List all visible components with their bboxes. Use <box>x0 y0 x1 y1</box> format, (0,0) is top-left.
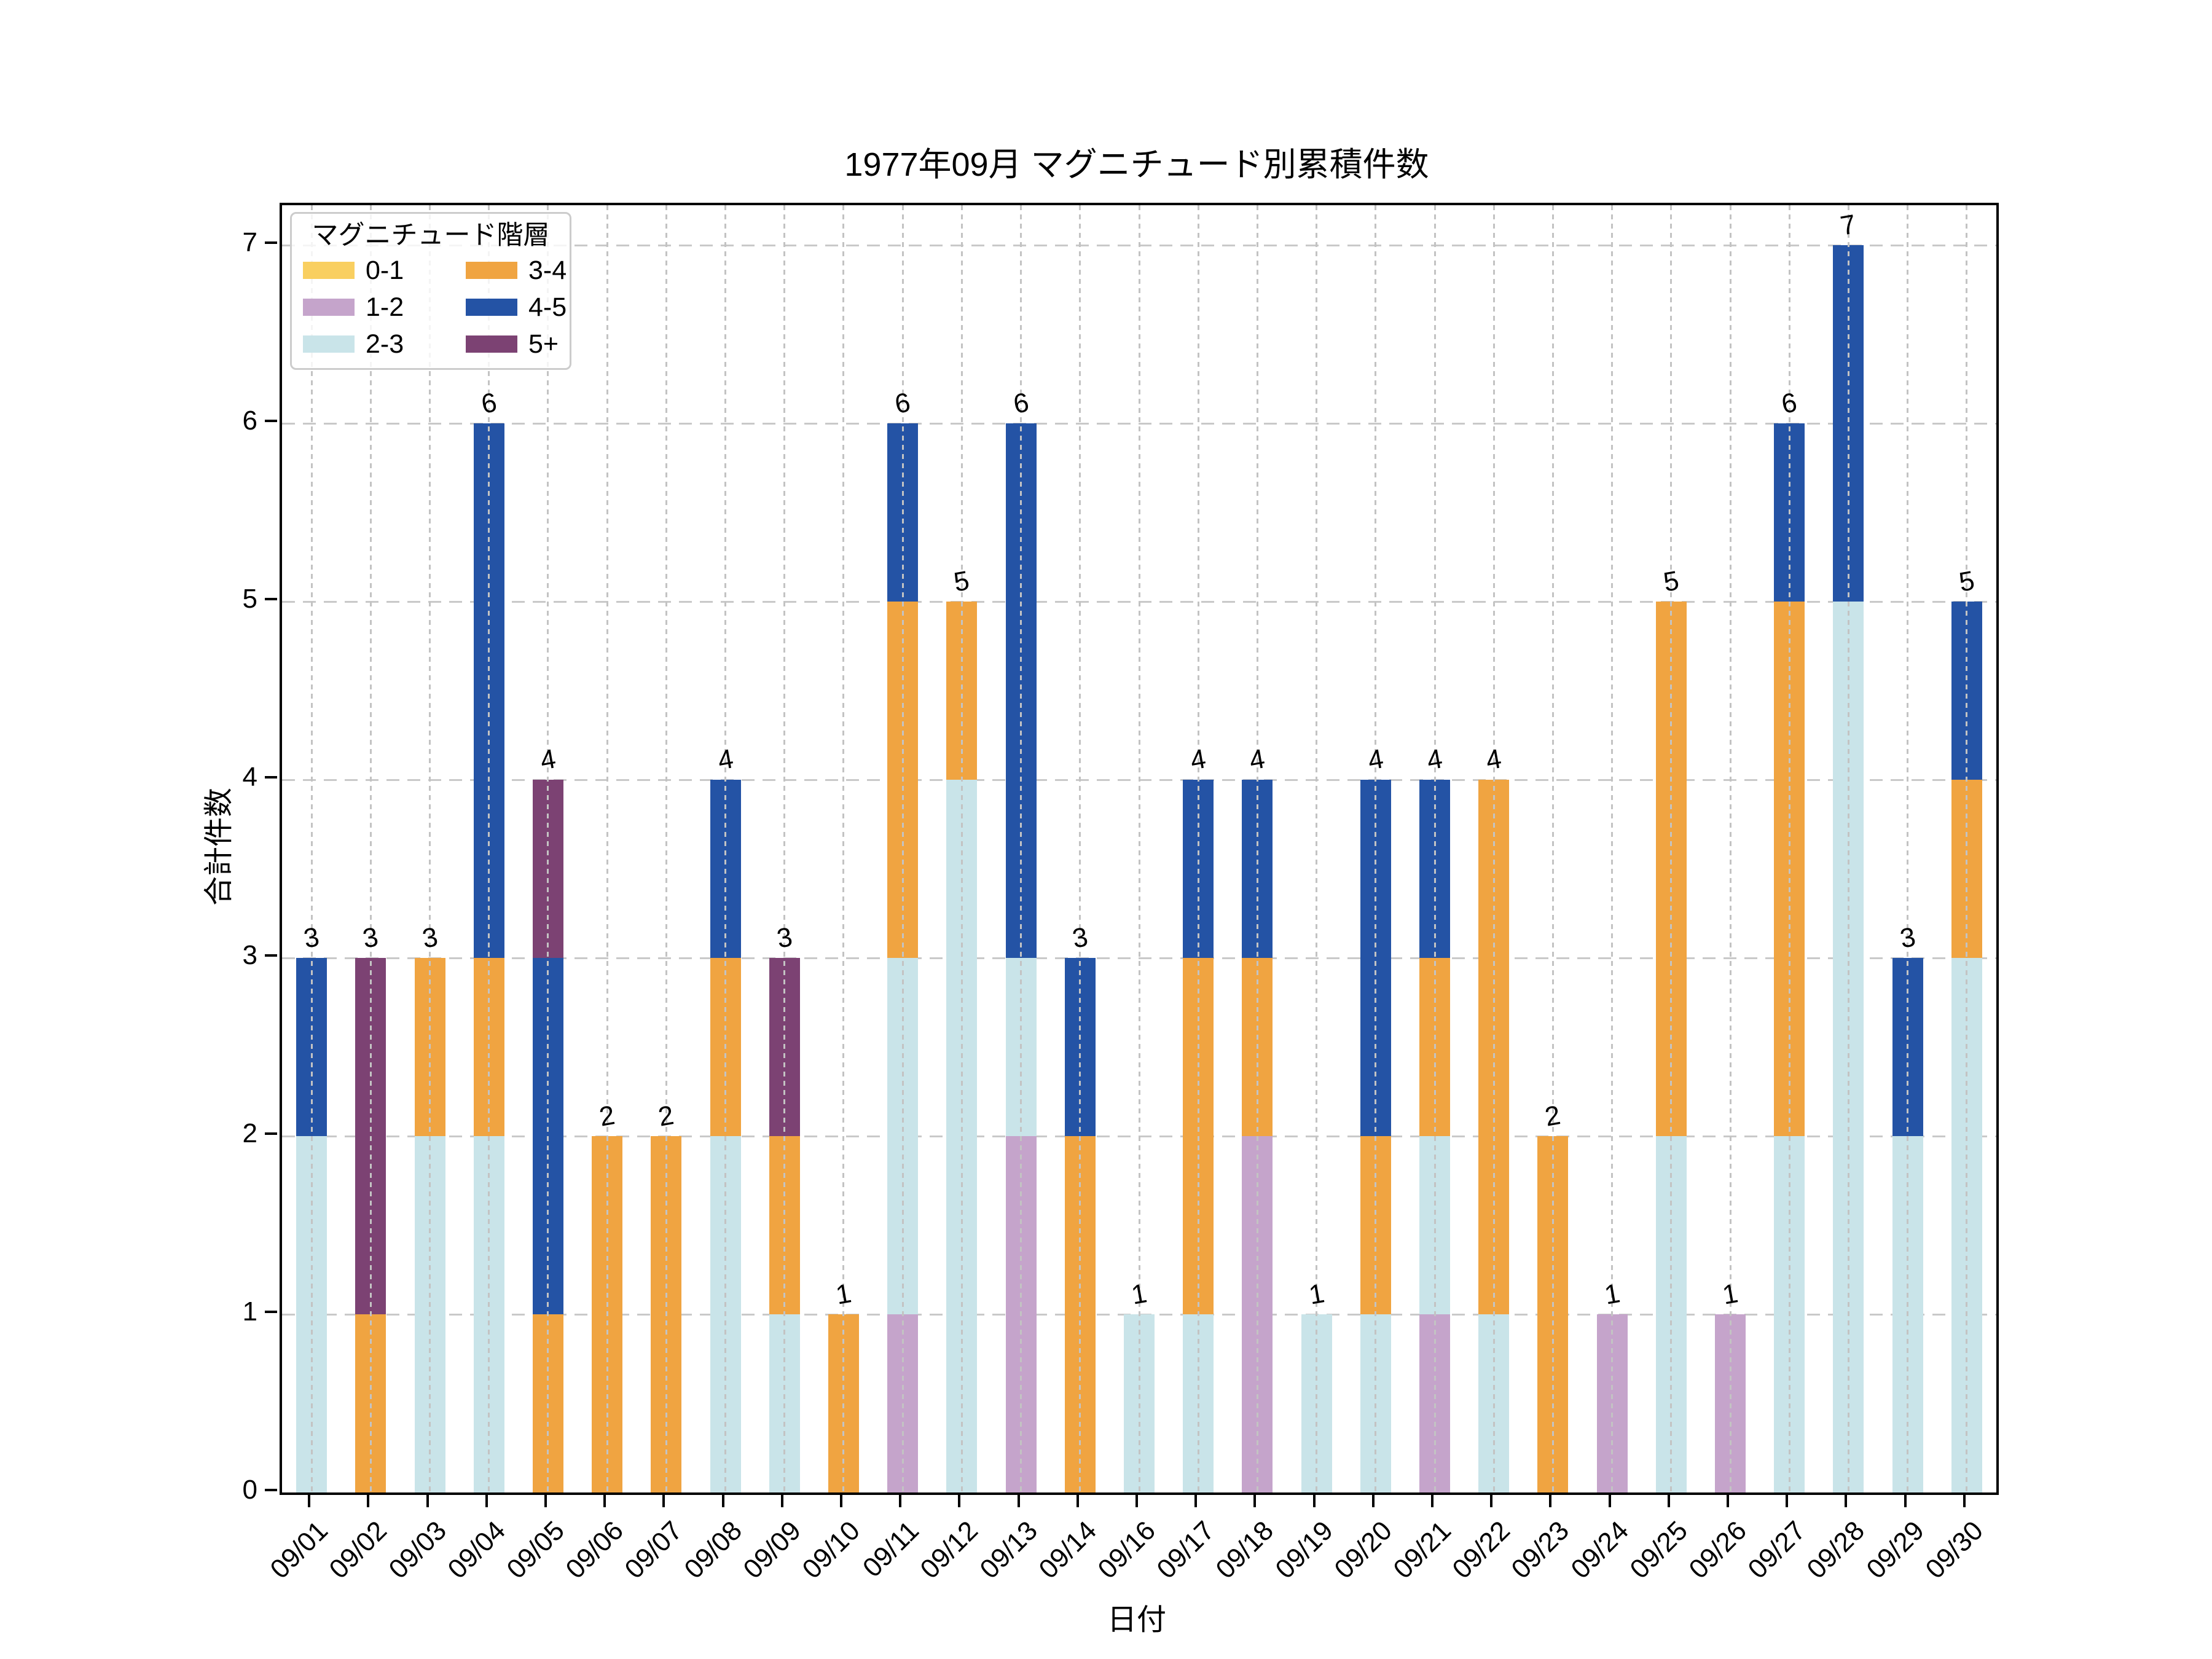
x-tick-mark <box>1076 1495 1079 1507</box>
legend: マグニチュード階層 0-1 1-2 2-3 3-4 4-5 5+ <box>290 212 571 370</box>
x-tick-mark <box>662 1495 665 1507</box>
x-gridline <box>488 205 490 1492</box>
x-gridline <box>1079 205 1081 1492</box>
legend-label-4-5: 4-5 <box>528 292 567 322</box>
x-tick-mark <box>1371 1495 1375 1507</box>
x-gridline <box>1492 205 1495 1492</box>
x-tick-mark <box>1608 1495 1611 1507</box>
x-gridline <box>1375 205 1377 1492</box>
legend-swatch-2-3 <box>303 335 355 353</box>
legend-label-0-1: 0-1 <box>366 256 404 285</box>
x-gridline <box>783 205 786 1492</box>
x-tick-mark <box>899 1495 902 1507</box>
x-tick-mark <box>1431 1495 1434 1507</box>
x-tick-mark <box>958 1495 961 1507</box>
x-gridline <box>547 205 549 1492</box>
x-gridline <box>960 205 963 1492</box>
x-tick-mark <box>1845 1495 1848 1507</box>
legend-title: マグニチュード階層 <box>312 221 550 250</box>
x-tick-mark <box>426 1495 429 1507</box>
legend-swatch-1-2 <box>303 299 355 316</box>
x-tick-mark <box>839 1495 842 1507</box>
y-tick-mark <box>265 241 277 244</box>
legend-swatch-5+ <box>466 335 517 353</box>
x-tick-mark <box>1904 1495 1907 1507</box>
y-tick-label: 7 <box>242 227 257 257</box>
x-tick-mark <box>1194 1495 1198 1507</box>
x-gridline <box>1847 205 1849 1492</box>
y-tick-mark <box>265 420 277 422</box>
x-gridline <box>1256 205 1258 1492</box>
x-axis-label: 日付 <box>1107 1604 1166 1636</box>
x-tick-mark <box>367 1495 370 1507</box>
x-gridline <box>606 205 608 1492</box>
legend-label-1-2: 1-2 <box>366 292 404 322</box>
y-tick-label: 6 <box>242 406 257 436</box>
x-gridline <box>1316 205 1318 1492</box>
x-gridline <box>665 205 667 1492</box>
x-tick-mark <box>1017 1495 1020 1507</box>
x-tick-mark <box>485 1495 488 1507</box>
x-gridline <box>1729 205 1732 1492</box>
x-gridline <box>1611 205 1614 1492</box>
y-axis-label: 合計件数 <box>203 788 235 906</box>
y-tick-label: 5 <box>242 584 257 614</box>
x-tick-mark <box>308 1495 311 1507</box>
x-gridline <box>429 205 431 1492</box>
x-tick-mark <box>1312 1495 1316 1507</box>
x-gridline <box>1197 205 1199 1492</box>
x-gridline <box>1433 205 1436 1492</box>
x-gridline <box>1907 205 1909 1492</box>
x-gridline <box>842 205 845 1492</box>
x-tick-mark <box>1963 1495 1966 1507</box>
y-tick-label: 2 <box>242 1118 257 1148</box>
y-tick-mark <box>265 1489 277 1491</box>
legend-swatch-3-4 <box>466 262 517 279</box>
x-gridline <box>369 205 372 1492</box>
legend-label-2-3: 2-3 <box>366 329 404 359</box>
x-tick-mark <box>721 1495 724 1507</box>
x-tick-mark <box>1253 1495 1257 1507</box>
legend-label-3-4: 3-4 <box>528 256 567 285</box>
legend-swatch-4-5 <box>466 299 517 316</box>
x-gridline <box>310 205 313 1492</box>
x-tick-mark <box>544 1495 547 1507</box>
y-tick-mark <box>265 598 277 600</box>
x-gridline <box>1020 205 1022 1492</box>
x-gridline <box>901 205 904 1492</box>
y-tick-mark <box>265 1311 277 1313</box>
y-tick-mark <box>265 1132 277 1135</box>
x-tick-mark <box>1667 1495 1670 1507</box>
x-tick-mark <box>1490 1495 1493 1507</box>
y-tick-label: 4 <box>242 762 257 792</box>
x-tick-mark <box>603 1495 606 1507</box>
x-tick-mark <box>1135 1495 1138 1507</box>
x-gridline <box>1670 205 1673 1492</box>
legend-swatch-0-1 <box>303 262 355 279</box>
y-tick-mark <box>265 954 277 957</box>
y-tick-mark <box>265 776 277 779</box>
y-tick-label: 1 <box>242 1296 257 1327</box>
x-gridline <box>724 205 727 1492</box>
x-gridline <box>1788 205 1790 1492</box>
x-gridline <box>1138 205 1140 1492</box>
x-tick-mark <box>1786 1495 1789 1507</box>
x-tick-mark <box>1727 1495 1730 1507</box>
y-tick-label: 0 <box>242 1475 257 1505</box>
x-tick-mark <box>1549 1495 1552 1507</box>
y-tick-label: 3 <box>242 940 257 970</box>
chart-title: 1977年09月 マグニチュード別累積件数 <box>844 146 1429 183</box>
x-gridline <box>1551 205 1554 1492</box>
x-tick-mark <box>780 1495 783 1507</box>
legend-label-5+: 5+ <box>528 329 559 359</box>
x-gridline <box>1966 205 1968 1492</box>
